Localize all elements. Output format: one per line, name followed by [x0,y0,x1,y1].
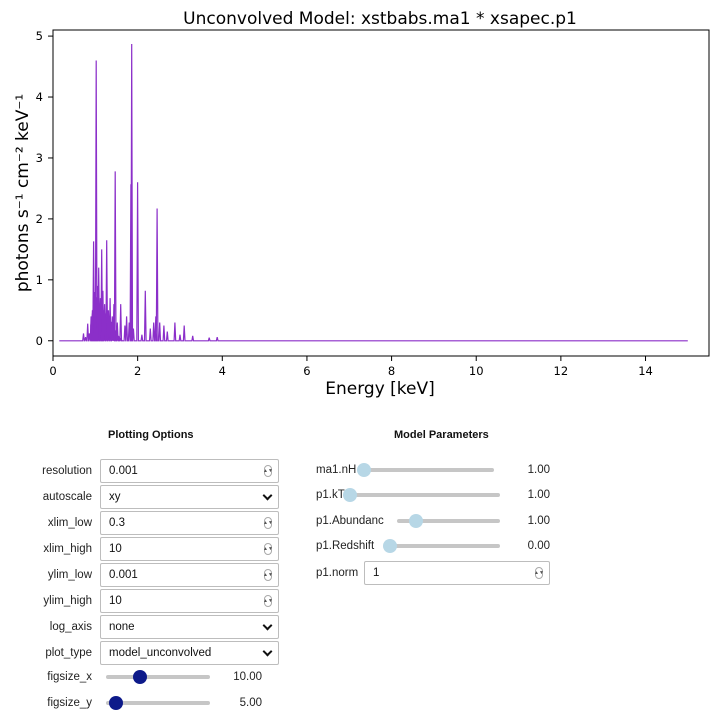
plot-type-label: plot_type [45,647,92,659]
ma1-nh-row: ma1.nH 1.00 [300,458,560,482]
log-axis-row: log_axis none [0,615,279,639]
log-axis-value: none [109,621,135,633]
figsize-x-row: figsize_x 10.00 [0,665,280,689]
ylim-low-stepper-icon[interactable]: ▲▼ [263,569,273,581]
chevron-down-icon [262,492,272,502]
resolution-label: resolution [42,465,92,477]
ylim-low-input[interactable]: 0.001 ▲▼ [100,563,279,587]
figsize-y-row: figsize_y 5.00 [0,691,280,715]
autoscale-label: autoscale [42,491,92,503]
y-tick-label: 5 [36,29,43,43]
plot-type-row: plot_type model_unconvolved [0,641,279,665]
xlim-low-label: xlim_low [47,517,92,529]
ylim-low-row: ylim_low 0.001 ▲▼ [0,563,279,587]
xlim-low-stepper-icon[interactable]: ▲▼ [263,517,273,529]
xlim-high-input[interactable]: 10 ▲▼ [100,537,279,561]
p1-abundanc-value: 1.00 [527,515,550,527]
p1-norm-row: p1.norm 1 ▲▼ [300,561,560,585]
ylim-high-stepper-icon[interactable]: ▲▼ [263,595,273,607]
figsize-x-slider-handle[interactable] [133,670,148,684]
figsize-y-slider[interactable] [106,696,210,710]
chevron-down-icon [262,622,272,632]
ma1-nh-slider[interactable] [357,463,494,477]
log-axis-select[interactable]: none [100,615,279,639]
y-axis-label: photons s⁻¹ cm⁻² keV⁻¹ [13,94,33,292]
xlim-high-label: xlim_high [43,543,92,555]
ma1-nh-label: ma1.nH [316,464,357,476]
plot-area [52,29,710,357]
ylim-low-value: 0.001 [109,569,138,581]
p1-kt-row: p1.kT 1.00 [300,483,560,507]
ylim-high-input[interactable]: 10 ▲▼ [100,589,279,613]
figsize-x-value: 10.00 [233,671,262,683]
figsize-x-slider[interactable] [106,670,210,684]
p1-abundanc-slider[interactable] [397,514,500,528]
xlim-high-row: xlim_high 10 ▲▼ [0,537,279,561]
chart-title: Unconvolved Model: xstbabs.ma1 * xsapec.… [183,9,577,29]
figsize-y-value: 5.00 [239,697,262,709]
figsize-y-slider-handle[interactable] [109,696,124,710]
p1-kt-label: p1.kT [316,489,345,501]
ylim-high-value: 10 [109,595,122,607]
p1-kt-slider[interactable] [343,488,500,502]
p1-norm-stepper-icon[interactable]: ▲▼ [534,567,544,579]
figsize-y-label: figsize_y [47,697,92,709]
x-axis-label: Energy [keV] [325,379,435,399]
xlim-low-input[interactable]: 0.3 ▲▼ [100,511,279,535]
autoscale-row: autoscale xy [0,485,279,509]
p1-redshift-slider[interactable] [383,539,500,553]
spectrum-line [59,43,688,342]
x-tick-label: 14 [638,364,653,378]
ylim-low-label: ylim_low [47,569,92,581]
y-tick-label: 1 [36,273,43,287]
p1-kt-value: 1.00 [527,489,550,501]
y-tick-label: 3 [36,151,43,165]
ylim-high-row: ylim_high 10 ▲▼ [0,589,279,613]
p1-kt-slider-handle[interactable] [343,488,357,502]
x-tick-label: 0 [49,364,56,378]
y-tick-label: 2 [36,212,43,226]
x-tick-label: 4 [219,364,226,378]
p1-norm-input[interactable]: 1 ▲▼ [364,561,550,585]
ylim-high-label: ylim_high [43,595,92,607]
model-parameters-title: Model Parameters [394,429,489,441]
plot-type-value: model_unconvolved [109,647,212,659]
x-tick-label: 2 [134,364,141,378]
p1-redshift-row: p1.Redshift 0.00 [300,534,560,558]
x-tick-label: 12 [554,364,569,378]
p1-norm-value: 1 [373,567,380,579]
resolution-stepper-icon[interactable]: ▲▼ [263,465,273,477]
p1-abundanc-label: p1.Abundanc [316,515,384,527]
resolution-input[interactable]: 0.001 ▲▼ [100,459,279,483]
resolution-row: resolution 0.001 ▲▼ [0,459,279,483]
resolution-value: 0.001 [109,465,138,477]
xlim-high-stepper-icon[interactable]: ▲▼ [263,543,273,555]
p1-redshift-slider-handle[interactable] [383,539,397,553]
x-tick-label: 8 [388,364,395,378]
plotting-options-title: Plotting Options [108,429,194,441]
x-tick-label: 10 [469,364,484,378]
p1-redshift-label: p1.Redshift [316,540,375,552]
x-tick-label: 6 [303,364,310,378]
log-axis-label: log_axis [49,621,92,633]
spectrum-chart: Unconvolved Model: xstbabs.ma1 * xsapec.… [13,9,710,399]
autoscale-select[interactable]: xy [100,485,279,509]
p1-abundanc-slider-handle[interactable] [408,514,423,528]
y-tick-label: 4 [36,90,43,104]
chevron-down-icon [262,648,272,658]
ma1-nh-slider-handle[interactable] [357,463,371,477]
y-tick-label: 0 [36,334,43,348]
autoscale-value: xy [109,491,121,503]
p1-norm-label: p1.norm [316,567,359,579]
xlim-high-value: 10 [109,543,122,555]
p1-redshift-value: 0.00 [527,540,550,552]
p1-abundanc-row: p1.Abundanc 1.00 [300,509,560,533]
ma1-nh-value: 1.00 [527,464,550,476]
figsize-x-label: figsize_x [47,671,92,683]
xlim-low-value: 0.3 [109,517,125,529]
xlim-low-row: xlim_low 0.3 ▲▼ [0,511,279,535]
plot-type-select[interactable]: model_unconvolved [100,641,279,665]
